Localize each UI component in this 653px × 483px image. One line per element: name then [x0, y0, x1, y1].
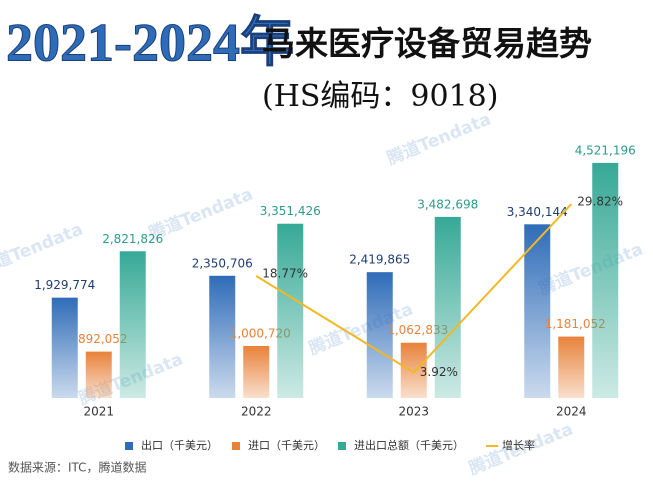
bar	[243, 345, 270, 398]
bar	[400, 342, 427, 398]
data-label: 3,482,698	[417, 197, 478, 211]
data-label: 1,929,774	[34, 278, 95, 292]
data-label: 18.77%	[262, 266, 308, 280]
bar	[366, 272, 393, 398]
data-label: 2,350,706	[192, 256, 253, 270]
data-label: 3,340,144	[507, 205, 568, 219]
chart-subtitle: (HS编码：9018)	[262, 79, 498, 114]
chart-title: 马来医疗设备贸易趋势	[262, 24, 592, 63]
bar	[434, 216, 461, 398]
data-label: 3,351,426	[260, 204, 321, 218]
growth-line	[255, 203, 572, 374]
legend-swatch	[232, 442, 240, 450]
bar	[524, 224, 551, 398]
bar	[85, 351, 112, 398]
data-label: 1,181,052	[545, 317, 606, 331]
data-label: 1,000,720	[230, 326, 291, 340]
bar	[209, 275, 236, 398]
data-label: 3.92%	[420, 365, 458, 379]
bar	[592, 162, 619, 398]
bar	[119, 251, 146, 398]
data-label: 2,821,826	[102, 232, 163, 246]
bar	[558, 336, 585, 398]
legend-label: 进口（千美元）	[248, 439, 325, 452]
data-label: 892,052	[78, 332, 128, 346]
legend-swatch	[338, 442, 346, 450]
data-label: 2,419,865	[349, 253, 410, 267]
x-tick-label: 2022	[241, 405, 272, 419]
legend-label: 进出口总额（千美元）	[354, 438, 464, 452]
data-label: 29.82%	[577, 195, 623, 209]
source-note: 数据来源：ITC，腾道数据	[8, 460, 147, 475]
legend-label: 出口（千美元）	[141, 438, 218, 452]
legend-swatch	[125, 442, 133, 450]
legend-label: 增长率	[502, 438, 535, 452]
x-tick-label: 2021	[83, 405, 114, 419]
data-label: 1,062,833	[387, 323, 448, 337]
data-label: 4,521,196	[575, 143, 636, 157]
bar	[51, 297, 78, 398]
x-tick-label: 2024	[556, 405, 587, 419]
x-tick-label: 2023	[398, 405, 429, 419]
bar	[277, 223, 304, 398]
title-highlight: 2021-2024年	[6, 12, 294, 72]
